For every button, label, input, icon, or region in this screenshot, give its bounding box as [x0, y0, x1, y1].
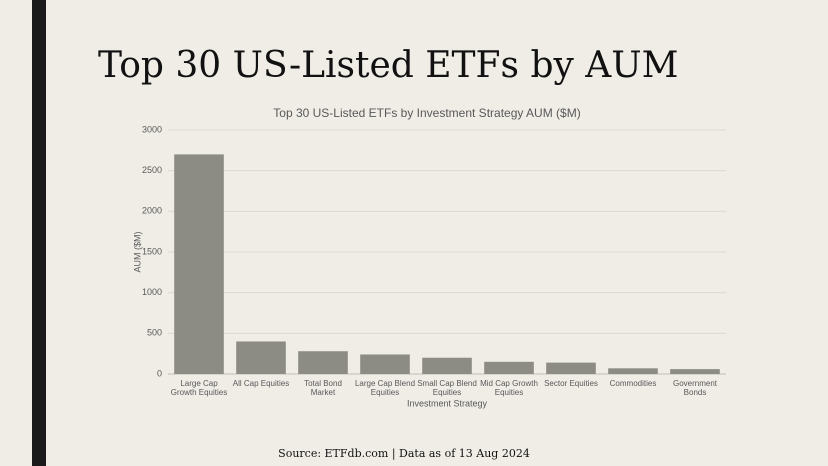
x-tick-label: Small Cap Blend Equities — [417, 379, 477, 397]
y-tick-label: 2500 — [142, 165, 162, 175]
y-tick-label: 3000 — [142, 124, 162, 134]
bar — [236, 341, 286, 374]
x-axis-label: Investment Strategy — [407, 398, 488, 408]
x-tick-label: Commodities — [609, 379, 657, 388]
x-tick-label: Sector Equities — [544, 379, 598, 388]
bar — [608, 368, 658, 374]
bar — [670, 369, 720, 374]
side-bar — [32, 0, 46, 466]
bar — [174, 154, 224, 374]
x-tick-label: Large Cap Blend Equities — [354, 379, 416, 397]
source-note: Source: ETFdb.com | Data as of 13 Aug 20… — [278, 447, 530, 461]
y-tick-label: 0 — [157, 368, 162, 378]
chart-title: Top 30 US-Listed ETFs by Investment Stra… — [273, 106, 580, 120]
y-tick-label: 500 — [147, 328, 162, 338]
bar — [360, 354, 410, 374]
x-tick-label: All Cap Equities — [232, 379, 290, 388]
bar — [422, 357, 472, 374]
x-tick-label: Large Cap Growth Equities — [170, 379, 228, 397]
bar — [298, 351, 348, 374]
x-tick-label: Mid Cap Growth Equities — [480, 379, 538, 397]
bar — [484, 361, 534, 374]
x-tick-label: Total Bond Market — [304, 379, 342, 397]
y-tick-label: 1000 — [142, 287, 162, 297]
y-tick-label: 2000 — [142, 206, 162, 216]
y-axis-label: AUM ($M) — [132, 232, 142, 273]
y-tick-label: 1500 — [142, 246, 162, 256]
bar — [546, 362, 596, 374]
x-tick-label: Government Bonds — [672, 379, 718, 397]
slide-title: Top 30 US-Listed ETFs by AUM — [98, 45, 678, 86]
